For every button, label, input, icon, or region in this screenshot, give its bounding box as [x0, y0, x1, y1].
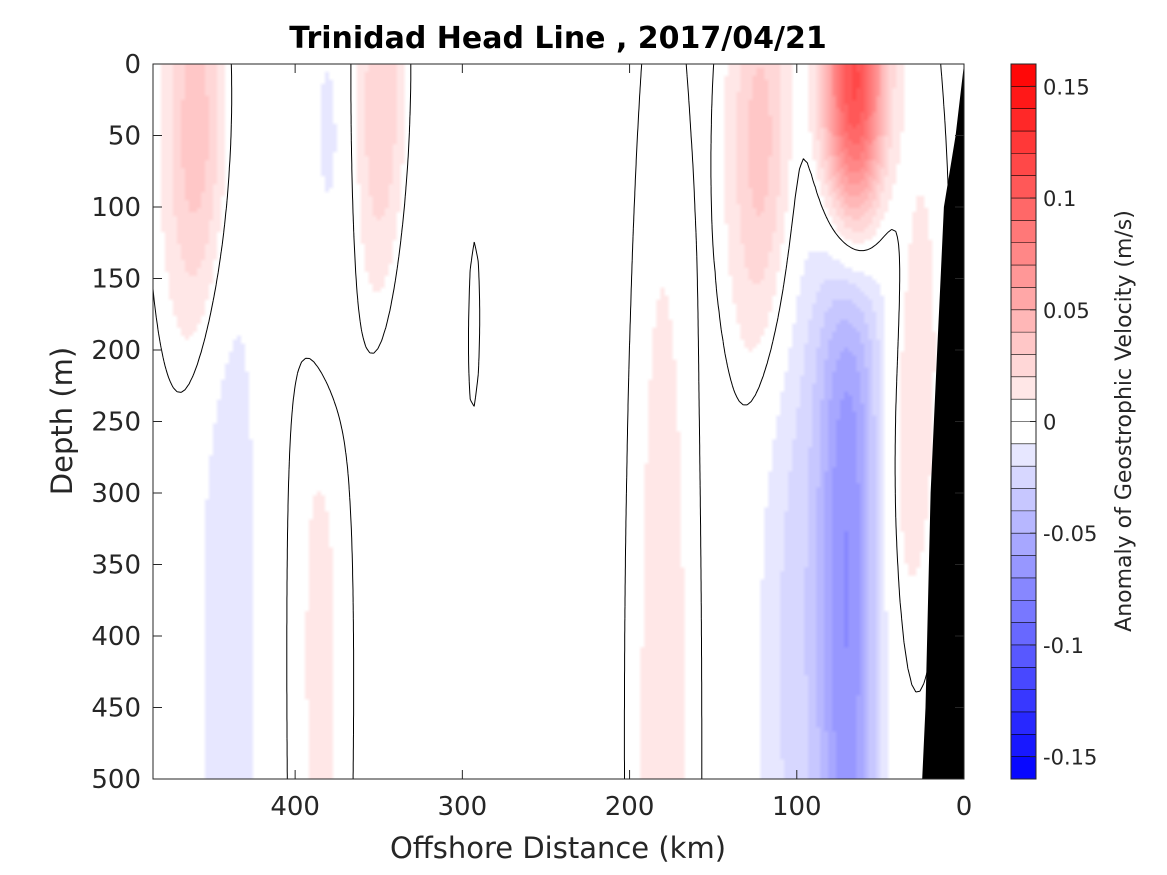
- y-tick-label: 50: [108, 122, 141, 152]
- colorbar-block: [1011, 64, 1036, 87]
- colorbar-label: Anomaly of Geostrophic Velocity (m/s): [1112, 210, 1137, 632]
- colorbar-block: [1011, 443, 1036, 467]
- x-axis: 400 300 200 100 0: [270, 64, 972, 822]
- x-tick-label: 100: [772, 792, 822, 822]
- colorbar-tick-label: 0.05: [1043, 299, 1090, 323]
- colorbar-block: [1011, 86, 1036, 110]
- colorbar: 0.15 0.1 0.05 0 -0.05 -0.1 -0.15 Anomaly of Ge…: [1010, 63, 1137, 780]
- colorbar-tick-label: -0.1: [1043, 634, 1084, 658]
- y-tick-label: 250: [91, 408, 141, 438]
- colorbar-block: [1011, 622, 1036, 646]
- y-tick-label: 200: [91, 336, 141, 366]
- y-tick-label: 400: [91, 622, 141, 652]
- colorbar-block: [1011, 108, 1036, 132]
- x-axis-label: Offshore Distance (km): [390, 831, 726, 865]
- y-tick-label: 500: [91, 765, 141, 795]
- colorbar-blocks: [1011, 64, 1036, 780]
- chart-title: Trinidad Head Line , 2017/04/21: [289, 21, 826, 56]
- colorbar-block: [1011, 466, 1036, 490]
- colorbar-tick-label: -0.05: [1043, 522, 1097, 546]
- colorbar-block: [1011, 309, 1036, 333]
- colorbar-block: [1011, 488, 1036, 512]
- colorbar-block: [1011, 711, 1036, 735]
- y-tick-label: 150: [91, 265, 141, 295]
- colorbar-block: [1011, 376, 1036, 400]
- colorbar-block: [1011, 242, 1036, 266]
- colorbar-block: [1011, 175, 1036, 199]
- y-axis-label: Depth (m): [45, 347, 79, 495]
- velocity-field: [153, 64, 964, 779]
- colorbar-block: [1011, 756, 1036, 780]
- colorbar-block: [1011, 153, 1036, 177]
- contour-line: [153, 64, 952, 779]
- colorbar-block: [1011, 131, 1036, 154]
- colorbar-tick-label: 0.15: [1043, 75, 1090, 99]
- plot-area: [152, 63, 965, 780]
- zero-contour-lines: [153, 64, 952, 779]
- y-tick-label: 350: [91, 551, 141, 581]
- colorbar-block: [1011, 287, 1036, 311]
- colorbar-block: [1011, 577, 1036, 601]
- bathymetry-fill: [922, 64, 964, 779]
- colorbar-block: [1011, 198, 1036, 221]
- colorbar-tick-label: 0: [1043, 411, 1056, 435]
- y-tick-label: 300: [91, 479, 141, 509]
- y-tick-label: 100: [91, 193, 141, 223]
- x-tick-label: 200: [605, 792, 655, 822]
- colorbar-block: [1011, 354, 1036, 378]
- colorbar-block: [1011, 332, 1036, 355]
- colorbar-block: [1011, 555, 1036, 579]
- colorbar-ticks: 0.15 0.1 0.05 0 -0.05 -0.1 -0.15: [1030, 75, 1097, 770]
- colorbar-block: [1011, 600, 1036, 624]
- colorbar-block: [1011, 689, 1036, 713]
- colorbar-tick-label: 0.1: [1043, 187, 1076, 211]
- colorbar-block: [1011, 533, 1036, 557]
- y-tick-label: 0: [124, 50, 141, 80]
- colorbar-block: [1011, 421, 1036, 445]
- colorbar-block: [1011, 667, 1036, 691]
- y-tick-label: 450: [91, 694, 141, 724]
- colorbar-block: [1011, 399, 1036, 422]
- colorbar-block: [1011, 220, 1036, 244]
- colorbar-tick-label: -0.15: [1043, 746, 1097, 770]
- x-tick-label: 0: [956, 792, 973, 822]
- colorbar-block: [1011, 265, 1036, 288]
- colorbar-block: [1011, 510, 1036, 534]
- y-axis: 0 50 100 150 200 250 300 350 400 450 500: [91, 50, 964, 795]
- colorbar-block: [1011, 644, 1036, 668]
- colorbar-block: [1011, 734, 1036, 758]
- x-tick-label: 400: [270, 792, 320, 822]
- x-tick-label: 300: [438, 792, 488, 822]
